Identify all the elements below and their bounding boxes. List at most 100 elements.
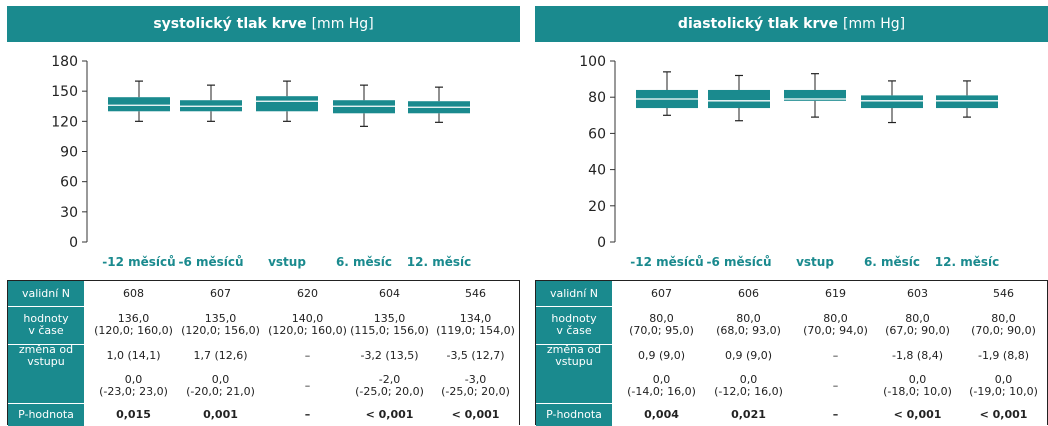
table-row: P-hodnota 0,004 0,021 – < 0,001 < 0,001 <box>536 403 1047 426</box>
table-cell: 620 <box>264 281 351 306</box>
cell-text: 620 <box>297 286 318 300</box>
table-cell: 80,0 (70,0; 90,0) <box>960 306 1047 344</box>
cell-text: 134,0 <box>459 312 492 325</box>
cell-text: (119,0; 154,0) <box>436 324 515 337</box>
box <box>784 89 846 101</box>
systolic-stats-table: validní N 608 607 620 604 546 hodnoty v čase 13… <box>7 280 520 426</box>
table-cell: 546 <box>432 281 519 306</box>
y-tick-label: 0 <box>597 235 606 251</box>
x-category-label: -6 měsíců <box>706 255 771 269</box>
cell-text: 0,015 <box>116 407 151 421</box>
table-row: hodnoty v čase 136,0 (120,0; 160,0) 135,0 (1… <box>8 306 519 344</box>
cell-text: < 0,001 <box>451 407 500 421</box>
table-cell: 134,0 (119,0; 154,0) <box>432 306 519 344</box>
x-category-label: 6. měsíc <box>864 255 920 269</box>
table-cell: < 0,001 <box>432 403 519 426</box>
cell-text: – <box>304 349 311 362</box>
table-cell: < 0,001 <box>874 403 961 426</box>
cell-text: -1,8 (8,4) <box>891 349 944 362</box>
cell-text: (70,0; 95,0) <box>629 324 694 337</box>
table-cell: 0,0 (-23,0; 23,0) <box>90 368 177 403</box>
table-cell: 0,004 <box>618 403 705 426</box>
cell-text: (115,0; 156,0) <box>350 324 429 337</box>
table-cell: -3,2 (13,5) <box>346 344 433 368</box>
cell-text: (120,0; 160,0) <box>268 324 347 337</box>
cell-text: (-25,0; 20,0) <box>355 384 424 398</box>
table-cell: -3,0 (-25,0; 20,0) <box>432 368 519 403</box>
table-cell: 140,0 (120,0; 160,0) <box>264 306 351 344</box>
y-tick-label: 30 <box>60 205 78 221</box>
table-cell: 0,0 (-12,0; 16,0) <box>705 368 792 403</box>
cell-text: 607 <box>651 286 672 300</box>
cell-text: (120,0; 156,0) <box>181 324 260 337</box>
cell-text: 0,021 <box>731 407 766 421</box>
panel-header: diastolický tlak krve [mm Hg] <box>535 6 1048 42</box>
cell-text: 136,0 <box>117 312 150 325</box>
table-cell: 80,0 (68,0; 93,0) <box>705 306 792 344</box>
cell-text: 80,0 <box>905 312 930 325</box>
cell-text: 0,9 (9,0) <box>724 349 773 362</box>
cell-text: (68,0; 93,0) <box>716 324 781 337</box>
box <box>256 96 318 112</box>
cell-text: 607 <box>210 286 231 300</box>
cell-text: 0,001 <box>203 407 238 421</box>
row-label: změna od vstupu <box>8 344 84 368</box>
cell-text: – <box>832 378 839 392</box>
panel-header: systolický tlak krve [mm Hg] <box>7 6 520 42</box>
cell-text: < 0,001 <box>365 407 414 421</box>
cell-text: – <box>832 349 839 362</box>
cell-text: 1,7 (12,6) <box>193 349 248 362</box>
table-row: změna od vstupu 1,0 (14,1) 1,7 (12,6) – -3,2… <box>8 344 519 368</box>
x-category-label: vstup <box>796 255 834 269</box>
table-cell: -1,8 (8,4) <box>874 344 961 368</box>
cell-text: 0,9 (9,0) <box>637 349 686 362</box>
y-tick-label: 80 <box>588 90 606 106</box>
cell-text: 135,0 <box>204 312 237 325</box>
cell-text: 80,0 <box>649 312 674 325</box>
table-cell: 0,021 <box>705 403 792 426</box>
table-cell: – <box>792 403 879 426</box>
cell-text: -3,5 (12,7) <box>446 349 505 362</box>
x-category-label: 6. měsíc <box>336 255 392 269</box>
table-cell: -3,5 (12,7) <box>432 344 519 368</box>
table-cell: – <box>792 344 879 368</box>
table-cell: 135,0 (120,0; 156,0) <box>177 306 264 344</box>
y-tick-label: 100 <box>579 54 606 70</box>
panel-title: diastolický tlak krve <box>677 16 838 32</box>
x-category-label: -12 měsíců <box>630 255 703 269</box>
cell-text: 0,004 <box>644 407 679 421</box>
x-category-label: -12 měsíců <box>102 255 175 269</box>
label-separator <box>536 306 612 307</box>
cell-text: 135,0 <box>373 312 406 325</box>
y-tick-label: 0 <box>69 235 78 251</box>
cell-text: 0,0 <box>211 372 230 386</box>
x-category-label: 12. měsíc <box>407 255 471 269</box>
cell-text: 0,0 <box>652 372 671 386</box>
y-tick-label: 40 <box>588 163 606 179</box>
cell-text: 546 <box>465 286 486 300</box>
table-cell: 135,0 (115,0; 156,0) <box>346 306 433 344</box>
row-label: P-hodnota <box>8 403 84 426</box>
y-tick-label: 150 <box>51 84 78 100</box>
row-label: hodnoty v čase <box>536 306 612 344</box>
cell-text: (-20,0; 21,0) <box>186 384 255 398</box>
table-row: hodnoty v čase 80,0 (70,0; 95,0) 80,0 (68,0;… <box>536 306 1047 344</box>
cell-text: 0,0 <box>124 372 143 386</box>
cell-text: – <box>832 407 839 421</box>
cell-text: (-14,0; 16,0) <box>627 384 696 398</box>
panel-title: systolický tlak krve <box>153 16 307 32</box>
table-cell: 80,0 (70,0; 94,0) <box>792 306 879 344</box>
cell-text: 606 <box>738 286 759 300</box>
row-label: změna od vstupu <box>536 344 612 368</box>
y-tick-label: 20 <box>588 199 606 215</box>
x-category-label: -6 měsíců <box>178 255 243 269</box>
cell-text: 80,0 <box>823 312 848 325</box>
box <box>708 89 770 109</box>
row-label: validní N <box>8 281 84 306</box>
cell-text: – <box>304 407 311 421</box>
cell-text: -3,2 (13,5) <box>360 349 419 362</box>
cell-text: (-19,0; 10,0) <box>969 384 1038 398</box>
y-tick-label: 90 <box>60 145 78 161</box>
x-category-label: 12. měsíc <box>935 255 999 269</box>
cell-text: 0,0 <box>739 372 758 386</box>
